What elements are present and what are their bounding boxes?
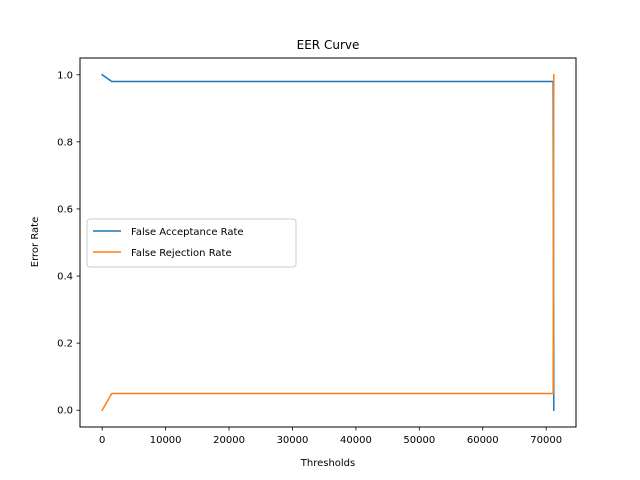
x-tick-label: 60000: [467, 435, 499, 446]
series-line-frr: [101, 74, 555, 412]
y-axis: 0.0 0.2 0.4 0.6 0.8 1.0: [57, 70, 80, 417]
x-tick-label: 20000: [213, 435, 245, 446]
x-tick-label: 40000: [340, 435, 372, 446]
y-axis-label: Error Rate: [30, 217, 41, 267]
y-tick-label: 0.4: [57, 272, 73, 283]
legend-label: False Acceptance Rate: [131, 227, 244, 238]
legend-box: [86, 218, 297, 268]
chart-title: EER Curve: [297, 38, 360, 52]
series-lines: [101, 73, 555, 412]
x-tick-label: 30000: [277, 435, 309, 446]
y-tick-label: 0.8: [57, 137, 73, 148]
x-tick-label: 50000: [403, 435, 435, 446]
plot-frame: [79, 57, 577, 428]
y-tick-label: 0.0: [57, 406, 73, 417]
y-tick-label: 0.2: [57, 339, 73, 350]
x-axis: 0 10000 20000 30000 40000 50000 60000 70000: [99, 427, 562, 446]
y-tick-label: 0.6: [57, 204, 73, 215]
x-tick-label: 0: [99, 435, 105, 446]
legend-label: False Rejection Rate: [131, 248, 232, 259]
x-axis-label: Thresholds: [300, 458, 356, 469]
legend: False Acceptance Rate False Rejection Rat…: [86, 218, 297, 268]
x-tick-label: 70000: [530, 435, 562, 446]
x-tick-label: 10000: [150, 435, 182, 446]
y-tick-label: 1.0: [57, 70, 73, 81]
